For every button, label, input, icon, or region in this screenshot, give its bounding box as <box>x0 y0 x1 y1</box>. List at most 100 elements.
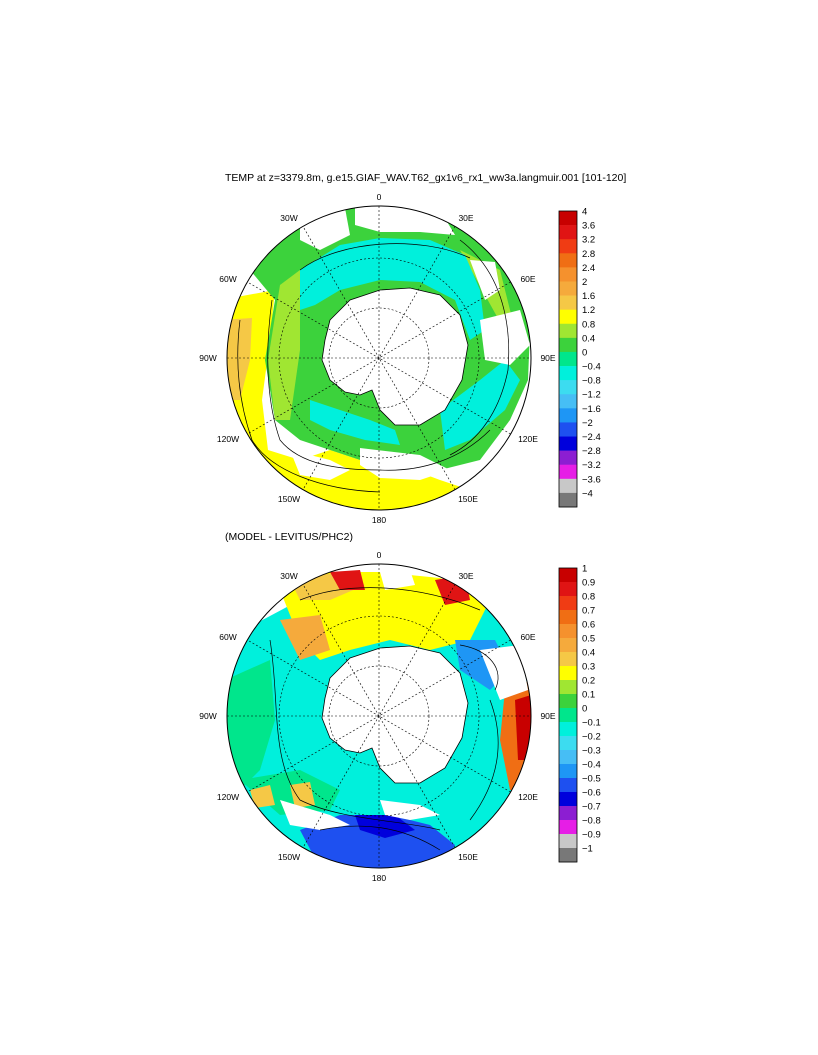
colorbar-swatch <box>559 764 577 779</box>
lon-label: 180 <box>372 873 386 883</box>
lon-label: 150E <box>458 494 478 504</box>
lon-label: 30W <box>280 571 297 581</box>
colorbar-swatch <box>559 694 577 709</box>
colorbar-swatch <box>559 680 577 695</box>
contour-line <box>449 239 510 456</box>
field-green-southwest <box>240 770 340 815</box>
lon-label: 120W <box>217 792 239 802</box>
contour-line <box>299 587 481 611</box>
colorbar-swatch <box>559 610 577 625</box>
contour-line <box>237 319 381 493</box>
lon-label: 90W <box>199 353 216 363</box>
colorbar-swatch <box>559 253 577 268</box>
colorbar-swatch <box>559 225 577 240</box>
colorbar-swatch <box>559 394 577 409</box>
difference-map: 0 30E 60E 90E 120E 150E 180 150W 120W 90… <box>199 550 601 883</box>
colorbar-swatch <box>559 596 577 611</box>
colorbar-swatch <box>559 750 577 765</box>
colorbar-swatch <box>559 778 577 793</box>
colorbar-swatch <box>559 568 577 583</box>
colorbar-swatch <box>559 834 577 849</box>
mask-north <box>380 570 415 590</box>
colorbar-label: 0.4 <box>582 333 595 344</box>
colorbar-swatch <box>559 820 577 835</box>
colorbar-label: −0.7 <box>582 802 601 813</box>
mask-east <box>480 645 528 700</box>
field-green-west <box>227 660 275 790</box>
field-blue-south <box>300 815 455 868</box>
contour-line <box>299 243 471 271</box>
mask-south-west <box>290 450 350 480</box>
contour-line <box>269 639 441 831</box>
colorbar-label: 0 <box>582 347 587 358</box>
map-border <box>226 563 532 869</box>
colorbar-label: 2 <box>582 277 587 288</box>
colorbar-swatch <box>559 638 577 653</box>
colorbar-swatch <box>559 351 577 367</box>
lon-label: 120E <box>518 434 538 444</box>
colorbar-swatch <box>559 582 577 597</box>
colorbar-label: −0.2 <box>582 732 601 743</box>
contour-line <box>459 644 499 691</box>
colorbar-label: 1.6 <box>582 291 595 302</box>
lon-label: 60W <box>219 274 236 284</box>
field-yellow-patch <box>290 782 315 808</box>
colorbar-label: −0.4 <box>582 362 601 373</box>
colorbar-swatch <box>559 323 577 339</box>
colorbar-swatch <box>559 380 577 395</box>
colorbar-label: −0.5 <box>582 774 601 785</box>
mask-east <box>480 310 530 365</box>
lon-label: 30E <box>458 571 473 581</box>
figure-subtitle: (MODEL - LEVITUS/PHC2) <box>225 531 353 543</box>
colorbar-swatch <box>559 478 577 494</box>
colorbar-swatch <box>559 736 577 751</box>
map-border <box>226 205 532 511</box>
lon-label: 120E <box>518 792 538 802</box>
lon-label: 150W <box>278 852 300 862</box>
colorbar-label: −0.4 <box>582 760 601 771</box>
colorbar-swatch <box>559 422 577 437</box>
colorbar-swatch <box>559 281 577 296</box>
mask-south <box>360 448 450 480</box>
colorbar-label: 0.5 <box>582 634 595 645</box>
colorbar-label: 2.8 <box>582 249 595 260</box>
colorbar-swatch <box>559 806 577 821</box>
mask-south-west <box>280 800 350 830</box>
colorbar-label: 0 <box>582 704 587 715</box>
colorbar-label: 0.8 <box>582 592 595 603</box>
lon-label: 30W <box>280 213 297 223</box>
colorbar-label: 3.6 <box>582 221 595 232</box>
colorbar-swatch <box>559 337 577 353</box>
colorbar-label: −0.8 <box>582 816 601 827</box>
field-cyan-south <box>310 400 400 445</box>
longitude-labels: 0 30E 60E 90E 120E 150E 180 150W 120W 90… <box>199 550 556 883</box>
lon-label: 0 <box>377 550 382 560</box>
colorbar-label: −1 <box>582 844 593 855</box>
colorbar-label: 2.4 <box>582 263 595 274</box>
colorbar-label: 0.9 <box>582 578 595 589</box>
colorbar-swatch <box>559 366 577 381</box>
field-red-north <box>330 570 365 590</box>
colorbar-label: −3.6 <box>582 474 601 485</box>
map-fields <box>227 570 531 868</box>
lon-label: 150E <box>458 852 478 862</box>
colorbar-swatch <box>559 666 577 681</box>
colorbar-label: −4 <box>582 488 593 499</box>
colorbar-label: 0.7 <box>582 606 595 617</box>
lon-label: 180 <box>372 515 386 525</box>
colorbar-label: −0.9 <box>582 830 601 841</box>
colorbar-swatch <box>559 239 577 254</box>
colorbar-swatch <box>559 722 577 737</box>
colorbar-label: −3.2 <box>582 460 601 471</box>
colorbar-frame <box>558 567 578 863</box>
colorbar-swatch <box>559 652 577 667</box>
lon-label: 0 <box>377 192 382 202</box>
colorbar-swatch <box>559 792 577 807</box>
colorbar-swatch <box>559 408 577 423</box>
contour-line <box>267 299 491 471</box>
colorbar-swatch <box>559 624 577 639</box>
colorbar-label: −0.8 <box>582 376 601 387</box>
lon-label: 120W <box>217 434 239 444</box>
model-temperature-map: 0 30E 60E 90E 120E 150E 180 150W 120W 90… <box>199 192 601 525</box>
colorbar-swatch <box>559 295 577 310</box>
